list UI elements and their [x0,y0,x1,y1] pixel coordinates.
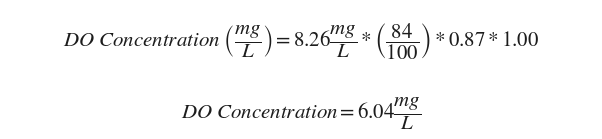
Text: $\mathit{DO\ Concentration} = 6.04\dfrac{mg}{L}$: $\mathit{DO\ Concentration} = 6.04\dfrac… [181,96,421,132]
Text: $\mathit{DO\ Concentration}\ \left(\dfrac{mg}{L}\right) = 8.26\dfrac{mg}{L} * \l: $\mathit{DO\ Concentration}\ \left(\dfra… [63,21,539,62]
